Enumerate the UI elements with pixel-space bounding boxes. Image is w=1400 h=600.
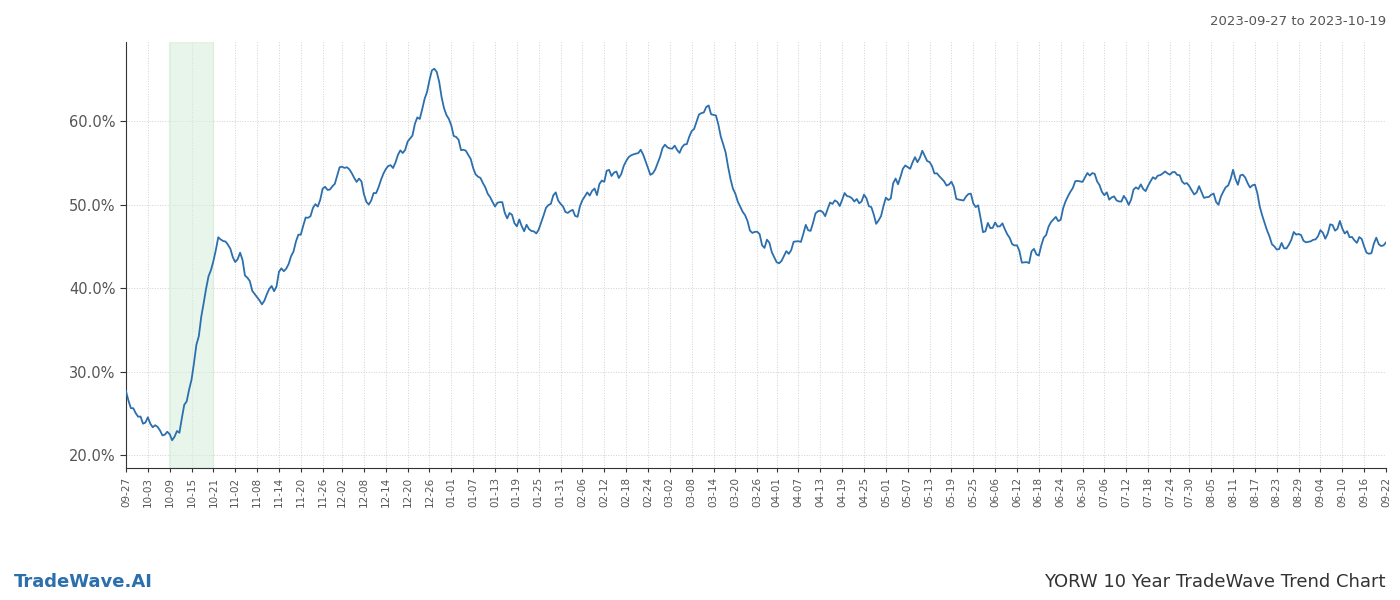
Bar [169, 42, 213, 468]
Text: YORW 10 Year TradeWave Trend Chart: YORW 10 Year TradeWave Trend Chart [1044, 573, 1386, 591]
Text: 2023-09-27 to 2023-10-19: 2023-09-27 to 2023-10-19 [1210, 15, 1386, 28]
Text: TradeWave.AI: TradeWave.AI [14, 573, 153, 591]
